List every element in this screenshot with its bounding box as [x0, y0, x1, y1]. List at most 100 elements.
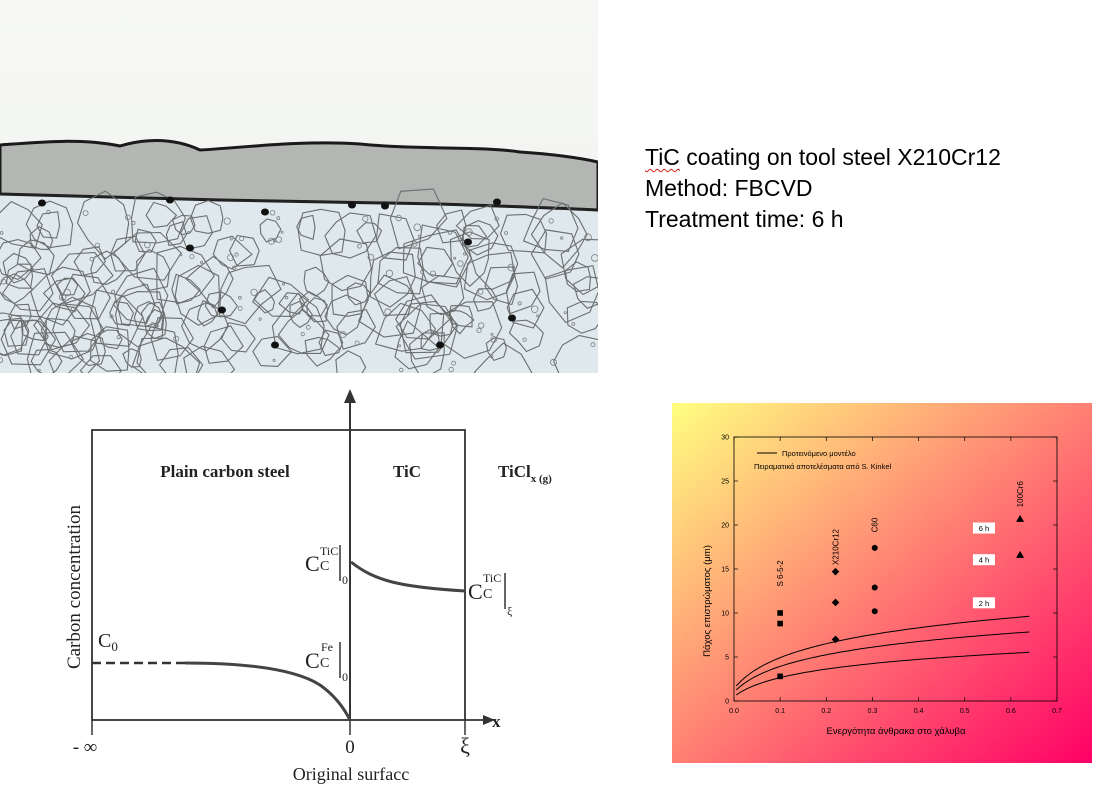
carbide-particle [448, 366, 454, 373]
carbide-particle [284, 295, 289, 300]
y-tick-label: 15 [721, 567, 729, 574]
carbide-particle [367, 253, 375, 261]
grain-boundary [553, 334, 598, 373]
grain-boundary [505, 271, 541, 315]
c0-label: C0 [98, 630, 118, 654]
grain-boundary [180, 302, 229, 352]
carbide-particle [234, 252, 239, 257]
carbide-particle [280, 230, 284, 234]
grain-boundary [409, 332, 445, 373]
carbide-particle [339, 331, 347, 339]
x-tick-label: 0.7 [1052, 708, 1062, 715]
concentration-diagram: Plain carbon steel TiC TiClx (g) Carbon … [64, 389, 552, 784]
grain-boundary [324, 294, 363, 336]
carbide-particle [590, 342, 596, 348]
steel-grade-label: S 6-5-2 [776, 560, 785, 587]
carbide-particle [46, 209, 51, 215]
carbide-particle [476, 327, 482, 333]
grain-boundary [304, 336, 341, 367]
carbide-particle [58, 293, 67, 301]
cfe0-base: C [305, 648, 320, 673]
carbide-particle [453, 256, 457, 260]
carbide-particle [223, 217, 231, 225]
grain-boundary [56, 277, 79, 296]
grain-boundary [90, 250, 127, 285]
grain-boundary [484, 266, 519, 306]
grain-boundary [26, 331, 85, 373]
grain-boundary [131, 326, 179, 373]
carbide-particle [411, 240, 418, 247]
grain-boundary [220, 322, 256, 353]
grain-boundary [73, 246, 106, 277]
grain-boundary [158, 347, 204, 373]
data-point-diamond [831, 598, 840, 607]
carbide-particle [68, 354, 74, 360]
carbide-particle [141, 282, 145, 287]
carbide-particle [258, 317, 262, 321]
pore-dot [186, 244, 194, 252]
grain-boundary [228, 234, 260, 267]
grain-boundary [40, 296, 102, 360]
carbide-particle [465, 228, 473, 236]
grain-boundary [306, 297, 329, 323]
carbide-particle [571, 322, 576, 326]
y-tick-label: 25 [721, 479, 729, 486]
carbide-particle [269, 210, 276, 216]
carbide-particle [276, 216, 281, 221]
data-point-circle [871, 584, 878, 591]
series-label: 6 h [979, 524, 989, 533]
thickness-chart: 0.0 0.1 0.2 0.3 0.4 0.5 0.6 0.7 0 5 10 15 20 25 30 6 h… [672, 403, 1092, 763]
grain-boundary [331, 274, 369, 317]
grain-boundary [212, 235, 253, 270]
grain-boundary [318, 329, 344, 357]
grain-boundary [374, 302, 437, 352]
grain-boundary [335, 350, 367, 373]
pore-dot [381, 202, 389, 210]
grain-boundary [252, 289, 276, 314]
carbide-particle [300, 331, 305, 337]
carbide-particle [125, 214, 131, 221]
grain-boundary [394, 320, 440, 370]
grain-boundary [564, 261, 592, 292]
grain-boundary [298, 290, 328, 317]
caption-line-1-rest: coating on tool steel X210Cr12 [679, 144, 1001, 170]
grain-boundary [112, 231, 182, 281]
chart-svg: 0.0 0.1 0.2 0.3 0.4 0.5 0.6 0.7 0 5 10 15 20 25 30 6 h… [672, 403, 1092, 763]
grain-boundary [171, 273, 201, 305]
carbide-particle [82, 210, 89, 217]
series-label-box [972, 522, 995, 534]
grain-boundary [375, 213, 415, 261]
grain-boundary [114, 267, 169, 329]
grain-boundary [449, 309, 475, 335]
caption-abbr: TiC [645, 144, 680, 170]
model-curve-4h [735, 631, 1030, 691]
carbide-particle [395, 214, 402, 222]
carbide-particle [89, 256, 94, 262]
carbide-particle [239, 236, 245, 242]
cticxi-base: C [468, 579, 483, 604]
legend-line-label: Προτεινόμενο μοντέλο [782, 449, 856, 458]
grain-boundary [259, 218, 282, 243]
x-tick-minus-infinity: - ∞ [73, 737, 98, 758]
grain-boundary [203, 325, 244, 364]
grain-boundary [25, 200, 74, 249]
carbide-particle [531, 305, 539, 313]
grain-boundary [468, 242, 519, 291]
region-label-ticl: TiClx (g) [498, 462, 552, 485]
grain-boundary [79, 355, 122, 373]
c0-label-base: C [98, 630, 111, 652]
ctic0-sub: C [320, 559, 329, 574]
micrograph-image [0, 0, 598, 373]
grain-boundary [455, 204, 500, 240]
data-point-triangle [1016, 514, 1025, 522]
carbide-particle [560, 236, 564, 240]
grain-boundary [0, 273, 34, 305]
carbide-particle [494, 216, 499, 221]
pore-dot [218, 306, 226, 314]
grain-boundary [2, 252, 34, 284]
grain-boundary [463, 251, 516, 301]
carbide-particle [385, 269, 394, 278]
grain-boundary [8, 303, 32, 330]
grain-boundary [136, 337, 201, 373]
carbide-particle [507, 263, 516, 272]
